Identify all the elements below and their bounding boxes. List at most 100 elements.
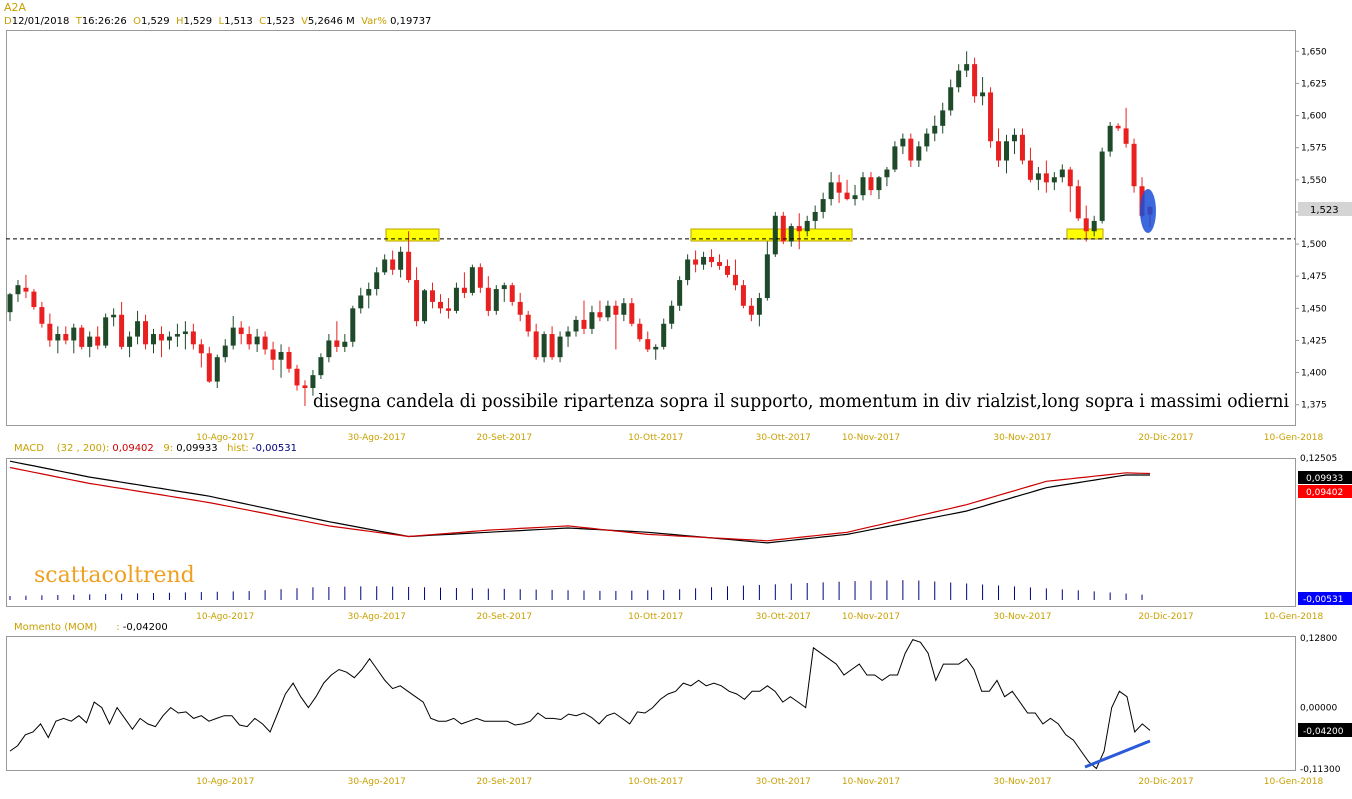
candle-body xyxy=(414,280,420,322)
hist-legend-value: -0,00531 xyxy=(251,443,297,454)
candle-body xyxy=(1083,218,1089,232)
candle-body xyxy=(143,321,149,345)
candle-body xyxy=(597,312,603,318)
price-ytick-label: 1,600 xyxy=(1301,112,1327,122)
candle-body xyxy=(294,368,300,386)
candle-body xyxy=(948,87,954,111)
candle-body xyxy=(262,336,268,350)
candle-body xyxy=(501,285,507,290)
candle-body xyxy=(645,339,651,350)
candle-body xyxy=(366,289,372,296)
candle-body xyxy=(669,305,675,324)
candle-body xyxy=(956,70,962,88)
price-ytick-label: 1,550 xyxy=(1301,176,1327,186)
candle-body xyxy=(964,64,970,71)
candle-body xyxy=(972,64,978,97)
candle-body xyxy=(988,92,994,142)
x-tick-label: 10-Ott-2017 xyxy=(628,433,683,443)
candle-body xyxy=(461,287,467,293)
candle-body xyxy=(780,215,786,242)
macd-value-tag xyxy=(1298,471,1352,484)
x-tick-label: 10-Nov-2017 xyxy=(842,433,900,443)
candlestick-series xyxy=(7,51,1153,407)
candle-body xyxy=(39,307,45,324)
x-tick-label: 10-Ago-2017 xyxy=(196,433,254,443)
candle-body xyxy=(190,331,196,345)
candle-body xyxy=(613,305,619,315)
price-y-axis: 1,6501,6251,6001,5751,5501,5251,5001,475… xyxy=(1295,47,1327,411)
candle-body xyxy=(246,334,252,345)
candle-body xyxy=(732,274,738,286)
price-ytick-label: 1,400 xyxy=(1301,369,1327,379)
candle-body xyxy=(23,287,29,292)
candle-body xyxy=(701,256,707,265)
macd-value-tag-label: 0,09933 xyxy=(1306,474,1343,484)
close-label: C xyxy=(259,16,267,27)
momentum-line xyxy=(9,638,1151,770)
candle-body xyxy=(557,336,563,358)
x-tick-label: 20-Set-2017 xyxy=(476,612,532,622)
x-tick-label: 30-Ott-2017 xyxy=(756,433,811,443)
candle-body xyxy=(717,262,723,266)
candle-body xyxy=(756,298,762,315)
candle-body xyxy=(1043,173,1049,183)
candle-body xyxy=(748,305,754,315)
candle-body xyxy=(1011,134,1017,142)
candle-body xyxy=(868,177,874,191)
x-tick-label: 10-Ott-2017 xyxy=(628,612,683,622)
price-ytick-label: 1,575 xyxy=(1301,144,1327,154)
momentum-ytick-label: -0,11300 xyxy=(1300,765,1341,775)
candle-body xyxy=(740,285,746,306)
macd-x-axis: 10-Ago-2017 30-Ago-2017 20-Set-2017 10-Ott-… xyxy=(196,612,1323,622)
x-tick-label: 10-Nov-2017 xyxy=(842,777,900,787)
candle-body xyxy=(828,182,834,200)
x-tick-label: 20-Set-2017 xyxy=(476,777,532,787)
momentum-value-tag xyxy=(1298,723,1352,737)
x-tick-label: 10-Ago-2017 xyxy=(196,777,254,787)
x-tick-label: 10-Ago-2017 xyxy=(196,612,254,622)
chart-symbol: A2A xyxy=(4,1,27,14)
candle-body xyxy=(214,357,220,382)
x-tick-label: 30-Ago-2017 xyxy=(348,612,406,622)
candle-body xyxy=(541,334,547,358)
var-value: 0,19737 xyxy=(390,16,432,27)
candle-body xyxy=(437,301,443,309)
candle-body xyxy=(382,259,388,273)
candle-body xyxy=(1107,125,1113,152)
candle-body xyxy=(573,319,579,332)
divergence-line xyxy=(1084,739,1151,769)
volume-label: V xyxy=(301,16,308,27)
momentum-legend: Momento (MOM) : -0,04200 xyxy=(14,622,168,633)
candle-body xyxy=(71,327,77,341)
hist-legend-label: hist xyxy=(227,443,246,454)
candle-body xyxy=(581,319,587,329)
candle-body xyxy=(1123,128,1129,144)
candle-body xyxy=(111,314,117,318)
signal-value-tag-label: 0,09402 xyxy=(1306,488,1343,498)
candle-body xyxy=(238,327,244,335)
candle-body xyxy=(605,305,611,318)
candle-body xyxy=(182,331,188,335)
candle-body xyxy=(103,317,109,346)
candle-body xyxy=(334,340,340,347)
candle-body xyxy=(15,285,21,295)
candle-body xyxy=(254,336,260,345)
x-tick-label: 10-Gen-2018 xyxy=(1264,777,1324,787)
momentum-y-axis: 0,12800 0,00000 -0,11300 xyxy=(1300,634,1341,775)
price-panel-frame xyxy=(6,30,1296,426)
candle-body xyxy=(517,301,523,315)
support-highlight-nov xyxy=(690,228,853,242)
candle-body xyxy=(677,280,683,306)
candle-body xyxy=(166,336,172,341)
candle-body xyxy=(724,265,730,275)
macd-ytick-top: 0,12505 xyxy=(1300,454,1337,464)
x-tick-label: 20-Dic-2017 xyxy=(1138,612,1193,622)
main-comment: disegna candela di possibile ripartenza … xyxy=(313,390,1289,412)
momentum-value-tag-label: -0,04200 xyxy=(1303,727,1344,737)
candle-body xyxy=(980,92,986,97)
signal-legend-value: 0,09933 xyxy=(176,443,218,454)
hist-value-tag xyxy=(1298,592,1352,605)
candle-body xyxy=(485,287,491,311)
candle-body xyxy=(629,303,635,324)
candle-body xyxy=(661,323,667,347)
